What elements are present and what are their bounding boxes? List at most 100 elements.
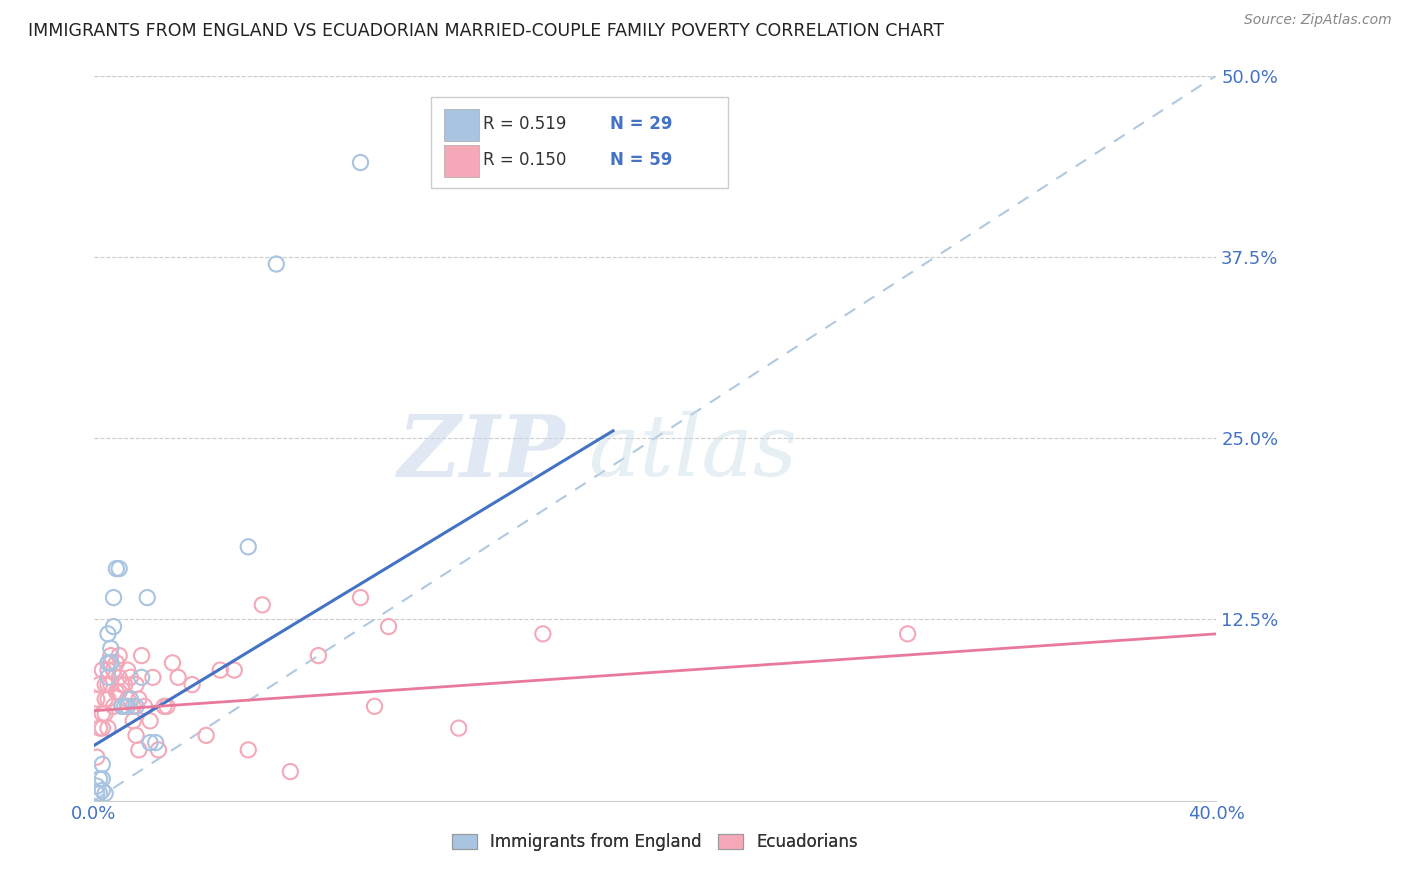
- Text: N = 29: N = 29: [610, 115, 672, 133]
- Point: [100, 677, 122, 691]
- Point: [252, 598, 274, 612]
- Point: [108, 561, 131, 575]
- Point: [97, 627, 120, 641]
- Point: [86, 786, 108, 800]
- Point: [97, 663, 120, 677]
- Point: [105, 561, 128, 575]
- Point: [86, 779, 108, 793]
- Point: [238, 540, 260, 554]
- Point: [897, 627, 920, 641]
- Point: [128, 743, 150, 757]
- Point: [145, 736, 167, 750]
- Point: [111, 699, 134, 714]
- Point: [97, 721, 120, 735]
- Point: [103, 663, 125, 677]
- FancyBboxPatch shape: [444, 109, 479, 141]
- Point: [94, 677, 117, 691]
- Text: R = 0.150: R = 0.150: [484, 152, 567, 169]
- Point: [131, 648, 153, 663]
- Point: [349, 155, 371, 169]
- Point: [100, 648, 122, 663]
- Point: [108, 648, 131, 663]
- Point: [100, 641, 122, 656]
- Point: [181, 677, 204, 691]
- Point: [89, 786, 111, 800]
- Point: [94, 706, 117, 721]
- Point: [162, 656, 184, 670]
- Point: [91, 757, 114, 772]
- FancyBboxPatch shape: [430, 97, 728, 188]
- Point: [94, 692, 117, 706]
- Point: [91, 721, 114, 735]
- Point: [125, 677, 148, 691]
- Text: atlas: atlas: [588, 411, 797, 494]
- Point: [125, 699, 148, 714]
- Point: [89, 772, 111, 786]
- Point: [266, 257, 288, 271]
- Point: [111, 699, 134, 714]
- Point: [117, 699, 139, 714]
- Point: [108, 670, 131, 684]
- Point: [139, 736, 162, 750]
- Point: [447, 721, 470, 735]
- Point: [103, 619, 125, 633]
- Point: [363, 699, 385, 714]
- Point: [86, 692, 108, 706]
- Point: [349, 591, 371, 605]
- Point: [224, 663, 246, 677]
- Point: [238, 743, 260, 757]
- Text: R = 0.519: R = 0.519: [484, 115, 567, 133]
- Point: [120, 692, 142, 706]
- Point: [307, 648, 329, 663]
- Point: [531, 627, 554, 641]
- Point: [120, 670, 142, 684]
- Point: [114, 699, 136, 714]
- Point: [122, 714, 145, 728]
- Point: [195, 728, 218, 742]
- Point: [103, 591, 125, 605]
- Legend: Immigrants from England, Ecuadorians: Immigrants from England, Ecuadorians: [446, 826, 865, 857]
- Point: [105, 656, 128, 670]
- Point: [108, 685, 131, 699]
- Point: [125, 728, 148, 742]
- Point: [117, 663, 139, 677]
- Text: IMMIGRANTS FROM ENGLAND VS ECUADORIAN MARRIED-COUPLE FAMILY POVERTY CORRELATION : IMMIGRANTS FROM ENGLAND VS ECUADORIAN MA…: [28, 22, 943, 40]
- Point: [91, 663, 114, 677]
- Point: [139, 714, 162, 728]
- Point: [209, 663, 232, 677]
- Text: ZIP: ZIP: [398, 411, 565, 494]
- Point: [100, 656, 122, 670]
- Point: [86, 750, 108, 764]
- Point: [91, 772, 114, 786]
- Point: [89, 677, 111, 691]
- Point: [97, 656, 120, 670]
- Point: [134, 699, 156, 714]
- Point: [97, 670, 120, 684]
- Point: [111, 677, 134, 691]
- Text: N = 59: N = 59: [610, 152, 672, 169]
- Point: [136, 591, 159, 605]
- Point: [377, 619, 399, 633]
- Text: Source: ZipAtlas.com: Source: ZipAtlas.com: [1244, 13, 1392, 28]
- Point: [131, 670, 153, 684]
- Point: [97, 677, 120, 691]
- Point: [153, 699, 176, 714]
- Point: [100, 656, 122, 670]
- Point: [122, 699, 145, 714]
- Point: [91, 783, 114, 797]
- Point: [94, 786, 117, 800]
- Point: [114, 677, 136, 691]
- Point: [97, 692, 120, 706]
- Point: [103, 699, 125, 714]
- Point: [91, 706, 114, 721]
- Point: [156, 699, 179, 714]
- Point: [142, 670, 165, 684]
- Point: [167, 670, 190, 684]
- Point: [280, 764, 302, 779]
- Point: [128, 692, 150, 706]
- FancyBboxPatch shape: [444, 145, 479, 177]
- Point: [89, 721, 111, 735]
- Point: [105, 685, 128, 699]
- Point: [148, 743, 170, 757]
- Point: [117, 692, 139, 706]
